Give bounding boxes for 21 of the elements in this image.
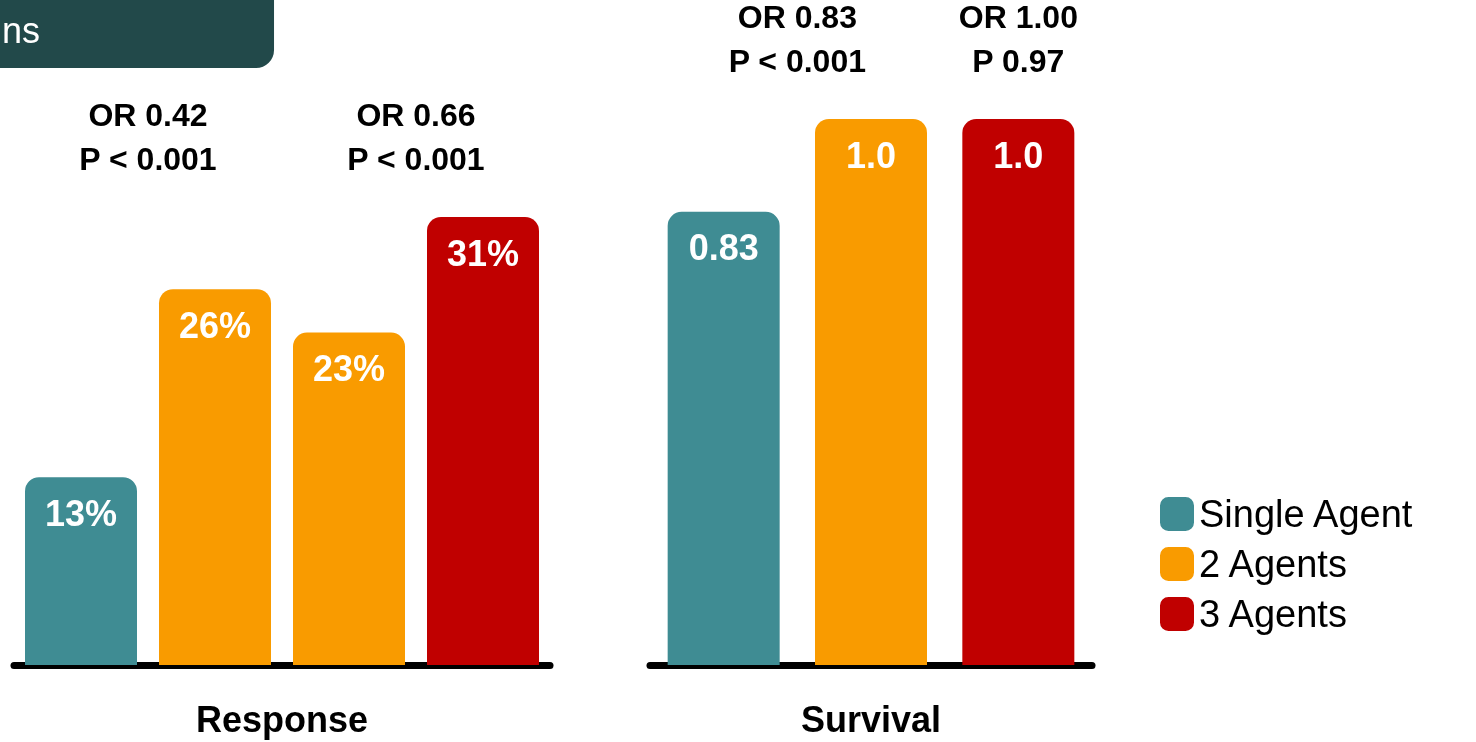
legend-label: 2 Agents <box>1199 543 1347 585</box>
data-label: 26% <box>178 304 252 346</box>
bar <box>25 477 137 665</box>
data-label: 13% <box>44 492 118 534</box>
data-label: 0.83 <box>688 227 759 269</box>
legend-label: 3 Agents <box>1199 593 1347 635</box>
x-axis-title: Survival <box>800 698 942 740</box>
text: OR 0.42 P < 0.001 <box>79 97 217 177</box>
data-label: 31% <box>446 232 520 274</box>
text: OR 1.00 P 0.97 <box>958 0 1078 79</box>
x-axis-title: Response <box>195 698 369 740</box>
bar <box>159 289 271 665</box>
legend-label: Single Agent <box>1199 493 1413 535</box>
chart-title: ns <box>2 9 41 51</box>
data-label: 1.0 <box>845 134 897 176</box>
data-label: 23% <box>312 348 386 390</box>
data-label: 1.0 <box>993 134 1044 176</box>
bar <box>427 217 539 665</box>
text: OR 0.66 P < 0.001 <box>347 97 485 177</box>
bar <box>293 332 405 665</box>
text: OR 0.83 P < 0.001 <box>728 0 866 79</box>
